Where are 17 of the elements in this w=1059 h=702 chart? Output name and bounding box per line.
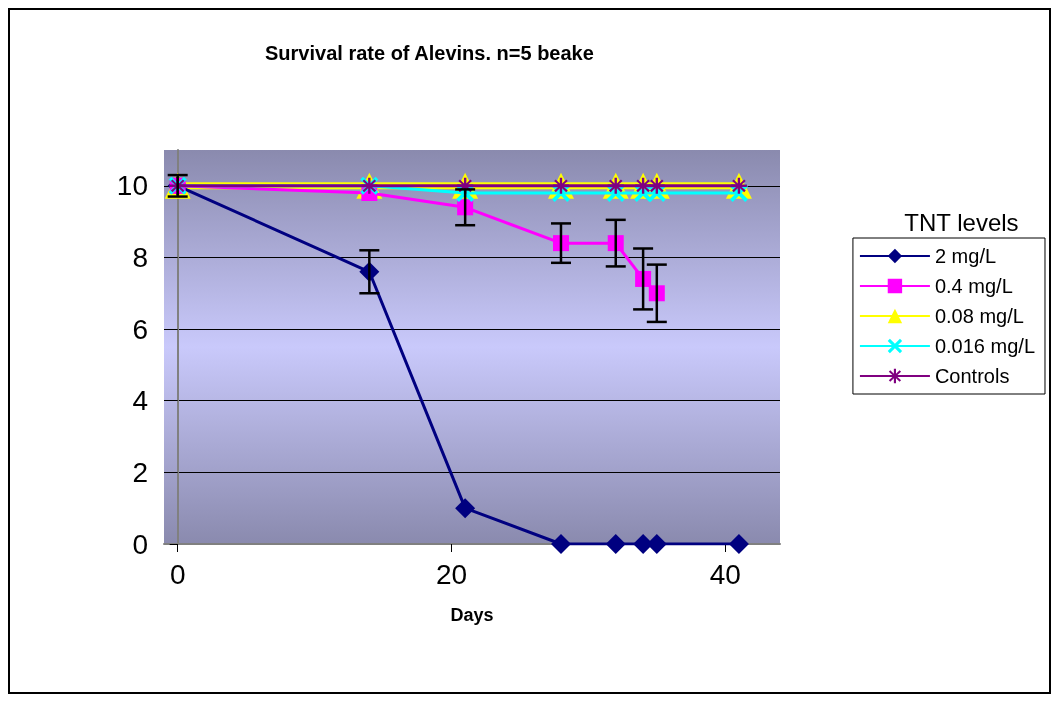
y-tick-label: 8 <box>132 241 148 273</box>
x-tick-label: 20 <box>435 558 468 590</box>
legend-label: 0.08 mg/L <box>934 305 1024 327</box>
legend-title: TNT levels <box>904 208 1019 236</box>
y-tick-label: 6 <box>132 313 148 345</box>
y-tick-label: 0 <box>132 528 148 560</box>
y-tick-label: 10 <box>116 170 148 202</box>
x-tick-label: 40 <box>709 558 741 590</box>
y-tick-label: 2 <box>132 456 148 488</box>
legend-label: 0.016 mg/L <box>934 335 1036 357</box>
legend-label: Controls <box>934 365 1010 387</box>
legend-label: 0.4 mg/L <box>934 275 1013 297</box>
y-tick-label: 4 <box>132 385 148 417</box>
legend-label: 2 mg/L <box>934 245 997 267</box>
x-axis-title: Days <box>450 605 494 625</box>
x-tick-label: 0 <box>169 558 186 590</box>
chart-title: Survival rate of Alevins. n=5 beake <box>265 42 594 64</box>
